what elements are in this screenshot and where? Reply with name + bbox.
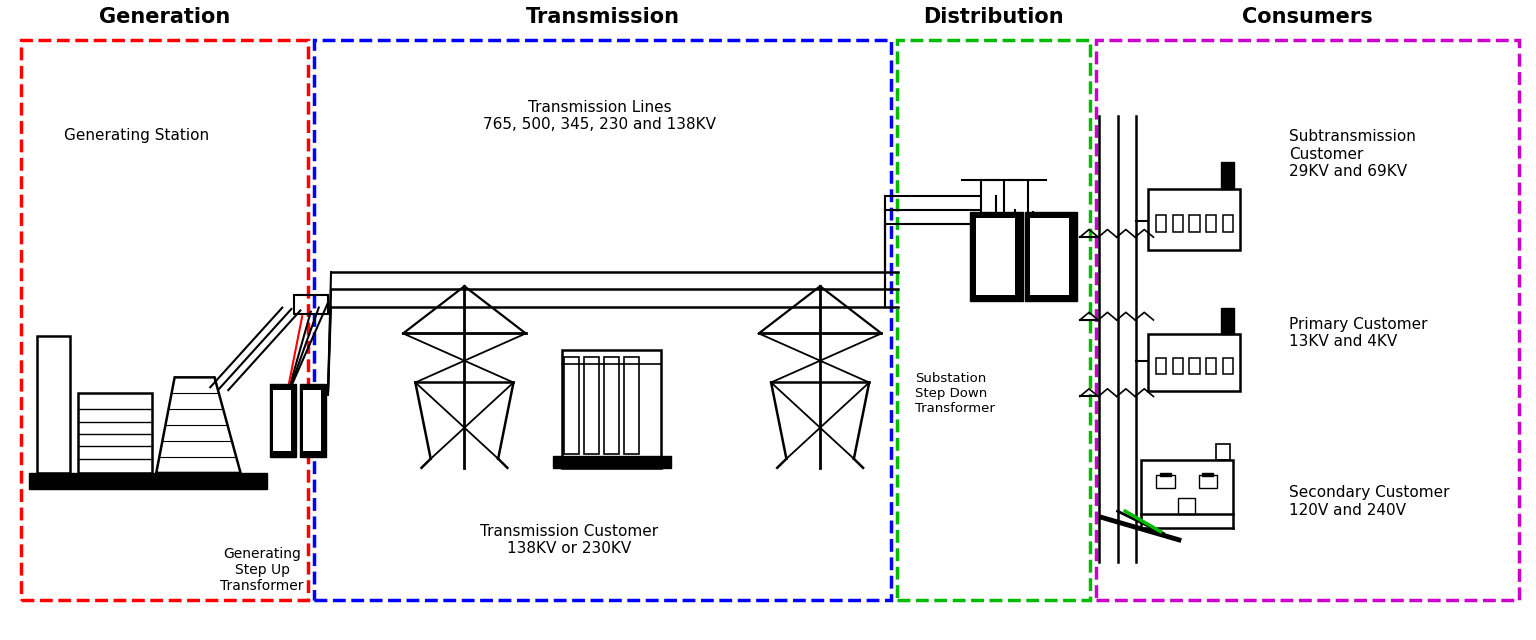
- Bar: [1223, 358, 1233, 374]
- Bar: [304, 390, 321, 451]
- Text: Generating Station: Generating Station: [65, 128, 209, 143]
- Bar: [1203, 473, 1213, 476]
- Bar: [553, 456, 671, 468]
- Text: Distribution: Distribution: [923, 7, 1064, 28]
- Text: Transmission Customer
138KV or 230KV: Transmission Customer 138KV or 230KV: [479, 524, 657, 556]
- Bar: [1189, 358, 1200, 374]
- Text: Consumers: Consumers: [1243, 7, 1373, 28]
- Bar: [1149, 189, 1240, 250]
- Bar: [78, 394, 152, 473]
- Bar: [1157, 358, 1166, 374]
- Bar: [273, 390, 290, 451]
- Bar: [1189, 215, 1200, 232]
- Bar: [897, 40, 1091, 600]
- Bar: [1221, 162, 1233, 189]
- Bar: [975, 218, 1015, 294]
- Bar: [1178, 498, 1195, 515]
- Bar: [1198, 475, 1217, 488]
- Text: Generation: Generation: [98, 7, 230, 28]
- Bar: [295, 294, 329, 314]
- Text: Transmission: Transmission: [525, 7, 679, 28]
- Bar: [1172, 215, 1183, 232]
- Bar: [315, 40, 891, 600]
- Bar: [604, 357, 619, 454]
- Bar: [564, 357, 579, 454]
- Bar: [1031, 218, 1069, 294]
- Bar: [1157, 475, 1175, 488]
- Bar: [1149, 334, 1240, 392]
- Bar: [1160, 473, 1170, 476]
- Bar: [1206, 215, 1217, 232]
- Text: Secondary Customer
120V and 240V: Secondary Customer 120V and 240V: [1289, 485, 1450, 518]
- Text: Substation
Step Down
Transformer: Substation Step Down Transformer: [915, 372, 995, 415]
- Bar: [1221, 308, 1233, 334]
- Bar: [1025, 212, 1077, 301]
- Text: Subtransmission
Customer
29KV and 69KV: Subtransmission Customer 29KV and 69KV: [1289, 129, 1416, 179]
- Bar: [562, 350, 662, 468]
- Bar: [300, 384, 326, 457]
- Text: Primary Customer
13KV and 4KV: Primary Customer 13KV and 4KV: [1289, 317, 1428, 349]
- Bar: [971, 212, 1023, 301]
- Bar: [270, 384, 296, 457]
- Bar: [1206, 358, 1217, 374]
- Bar: [1223, 215, 1233, 232]
- Bar: [1157, 215, 1166, 232]
- Text: Transmission Lines
765, 500, 345, 230 and 138KV: Transmission Lines 765, 500, 345, 230 an…: [482, 100, 716, 132]
- Bar: [624, 357, 639, 454]
- Bar: [584, 357, 599, 454]
- Bar: [1172, 358, 1183, 374]
- Bar: [37, 336, 71, 473]
- Bar: [1097, 40, 1519, 600]
- Bar: [1217, 444, 1230, 460]
- Bar: [29, 473, 267, 489]
- Text: Generating
Step Up
Transformer: Generating Step Up Transformer: [220, 547, 304, 593]
- Bar: [1141, 460, 1232, 515]
- Bar: [22, 40, 309, 600]
